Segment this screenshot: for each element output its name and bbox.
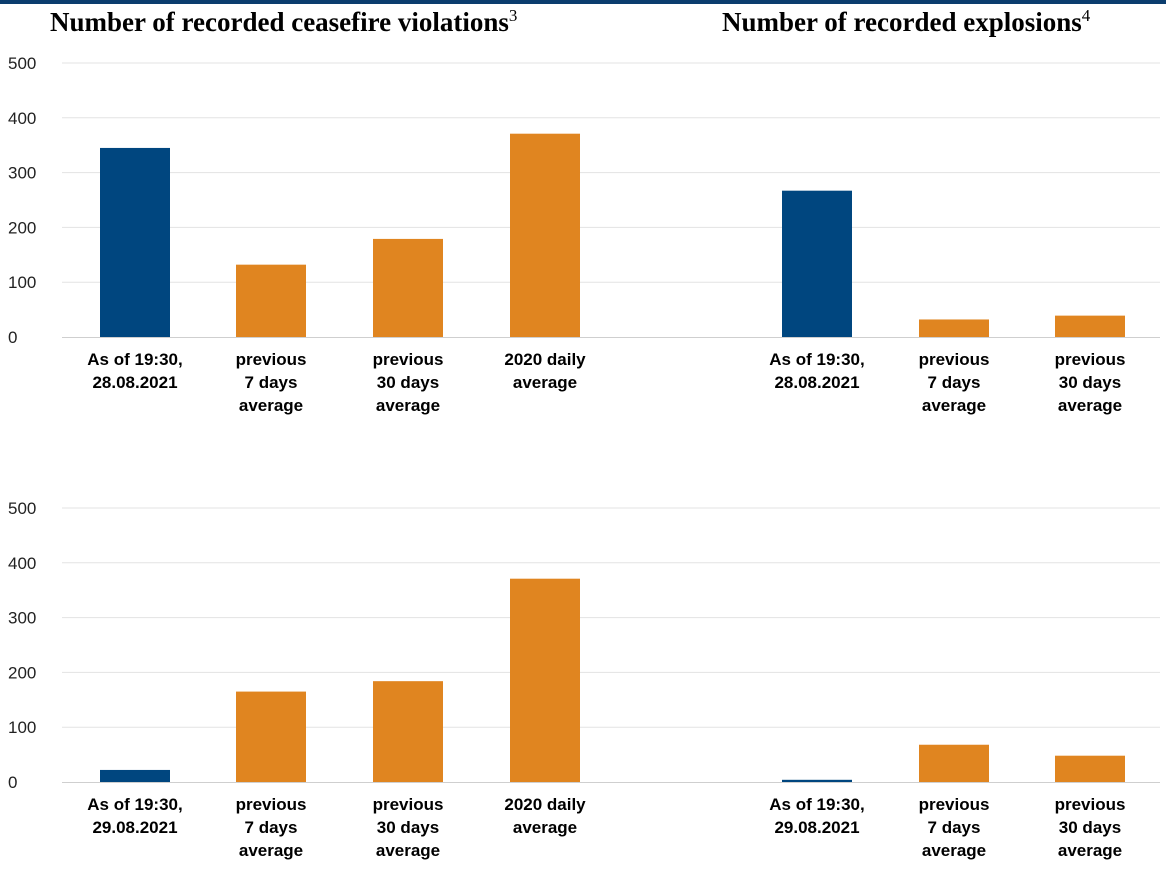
x-tick-label-line: 28.08.2021	[774, 373, 859, 392]
x-tick-label-line: previous	[373, 350, 444, 369]
x-tick-label: previous 30 days average	[1055, 795, 1126, 860]
ceasefire-violations-title-text: Number of recorded ceasefire violations	[50, 7, 509, 37]
y-tick-label: 200	[8, 663, 36, 682]
bar	[373, 681, 443, 782]
x-tick-label: previous 30 days average	[1055, 350, 1126, 415]
x-tick-label: previous 7 days average	[236, 795, 307, 860]
x-tick-label-line: 30 days	[377, 818, 439, 837]
x-tick-label-line: 29.08.2021	[774, 818, 859, 837]
x-tick-label: As of 19:30, 28.08.2021	[769, 350, 864, 392]
y-tick-label: 500	[8, 499, 36, 518]
bar	[510, 578, 580, 782]
x-tick-label-line: As of 19:30,	[769, 350, 864, 369]
y-tick-label: 400	[8, 109, 36, 128]
x-tick-label-line: 30 days	[377, 373, 439, 392]
x-tick-label-line: 7 days	[928, 373, 981, 392]
x-tick-label: previous 7 days average	[236, 350, 307, 415]
bar	[510, 133, 580, 337]
x-tick-label: previous 30 days average	[373, 350, 444, 415]
x-tick-label-line: previous	[373, 795, 444, 814]
y-tick-label: 200	[8, 218, 36, 237]
bar	[236, 691, 306, 782]
bar	[782, 779, 852, 782]
bar	[782, 190, 852, 337]
y-tick-label: 0	[8, 328, 17, 347]
x-tick-label-line: 7 days	[245, 818, 298, 837]
x-tick-label: As of 19:30, 29.08.2021	[769, 795, 864, 837]
ceasefire-violations-title: Number of recorded ceasefire violations3	[50, 6, 517, 38]
x-tick-label-line: previous	[236, 795, 307, 814]
x-tick-label-line: average	[376, 841, 440, 860]
x-tick-label: As of 19:30, 28.08.2021	[87, 350, 182, 392]
bar	[1055, 315, 1125, 337]
x-tick-label-line: 7 days	[245, 373, 298, 392]
bar	[919, 319, 989, 337]
x-tick-label-line: 7 days	[928, 818, 981, 837]
footnote-4: 4	[1081, 6, 1091, 25]
x-tick-label-line: As of 19:30,	[769, 795, 864, 814]
bar	[100, 147, 170, 337]
bar	[919, 744, 989, 782]
x-tick-label: previous 7 days average	[919, 350, 990, 415]
x-tick-label-line: As of 19:30,	[87, 350, 182, 369]
y-tick-label: 100	[8, 718, 36, 737]
x-tick-label-line: average	[1058, 841, 1122, 860]
x-tick-label-line: average	[1058, 396, 1122, 415]
x-tick-label-line: 29.08.2021	[92, 818, 177, 837]
x-tick-label-line: previous	[1055, 350, 1126, 369]
x-tick-label-line: average	[922, 841, 986, 860]
y-tick-label: 0	[8, 773, 17, 792]
x-tick-label-line: previous	[919, 350, 990, 369]
bar	[100, 769, 170, 782]
x-tick-label-line: previous	[919, 795, 990, 814]
x-tick-label-line: 2020 daily	[504, 350, 586, 369]
y-tick-label: 100	[8, 273, 36, 292]
x-tick-label-line: previous	[236, 350, 307, 369]
y-tick-label: 500	[8, 54, 36, 73]
y-tick-label: 300	[8, 609, 36, 628]
x-tick-label-line: 30 days	[1059, 818, 1121, 837]
x-tick-label-line: average	[239, 396, 303, 415]
x-tick-label-line: average	[376, 396, 440, 415]
footnote-3: 3	[508, 6, 518, 25]
x-tick-label-line: 2020 daily	[504, 795, 586, 814]
explosions-title: Number of recorded explosions4	[722, 6, 1090, 38]
x-tick-label: 2020 daily average	[504, 795, 586, 837]
x-tick-label-line: As of 19:30,	[87, 795, 182, 814]
explosions-title-text: Number of recorded explosions	[722, 7, 1082, 37]
x-tick-label-line: previous	[1055, 795, 1126, 814]
y-tick-label: 400	[8, 554, 36, 573]
x-tick-label: previous 30 days average	[373, 795, 444, 860]
bar	[373, 238, 443, 337]
x-tick-label: As of 19:30, 29.08.2021	[87, 795, 182, 837]
x-tick-label: previous 7 days average	[919, 795, 990, 860]
x-tick-label-line: average	[513, 373, 577, 392]
top-border	[0, 0, 1166, 4]
x-tick-label-line: average	[513, 818, 577, 837]
y-tick-label: 300	[8, 164, 36, 183]
x-tick-label-line: average	[239, 841, 303, 860]
bar	[236, 264, 306, 337]
bar	[1055, 755, 1125, 782]
x-tick-label-line: 30 days	[1059, 373, 1121, 392]
x-tick-label-line: 28.08.2021	[92, 373, 177, 392]
x-tick-label-line: average	[922, 396, 986, 415]
x-tick-label: 2020 daily average	[504, 350, 586, 392]
